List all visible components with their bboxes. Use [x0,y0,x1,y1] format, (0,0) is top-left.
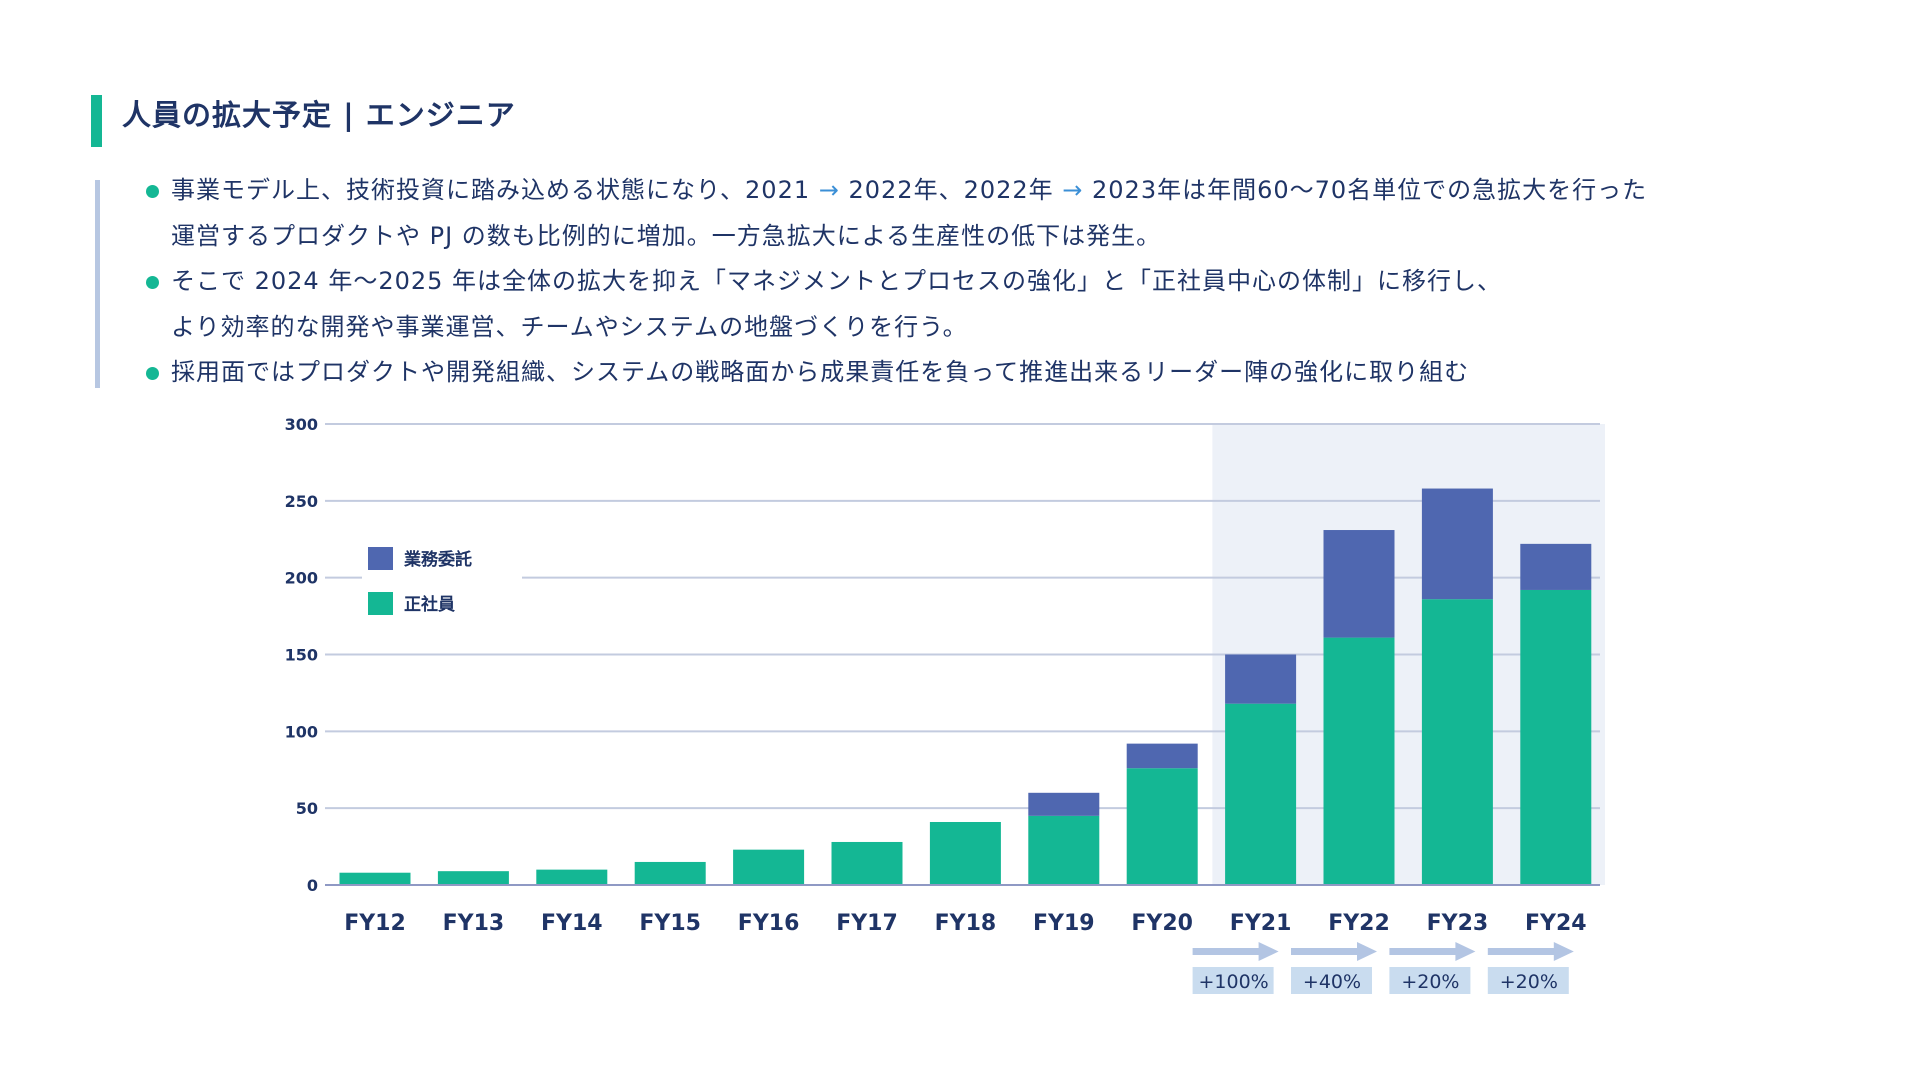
text-segment: 採用面ではプロダクトや開発組織、システムの戦略面から成果責任を負って推進出来るリ… [171,358,1470,386]
bar-seishain [1126,768,1198,885]
x-tick-label: FY20 [1131,911,1193,936]
growth-arrow-icon [1455,942,1476,961]
growth-label: +20% [1401,971,1459,993]
bullet-text: より効率的な開発や事業運営、チームやシステムの地盤づくりを行う。 [171,307,968,347]
x-tick-label: FY22 [1328,911,1390,936]
bullet-text: そこで 2024 年〜2025 年は全体の拡大を抑え「マネジメントとプロセスの強… [171,261,1502,301]
y-tick-label: 150 [285,646,318,665]
text-segment: そこで 2024 年〜2025 年は全体の拡大を抑え「マネジメントとプロセスの強… [171,267,1503,295]
x-tick-label: FY15 [639,911,701,936]
x-tick-label: FY24 [1525,911,1587,936]
page-title: 人員の拡大予定 | エンジニア [122,98,516,132]
legend-seishain-label: 正社員 [404,594,455,615]
growth-label: +20% [1500,971,1558,993]
bar-seishain [339,872,411,885]
growth-badge [1389,967,1471,994]
text-segment: 2023年は年間60〜70名単位での急拡大を行った [1083,176,1648,204]
bar-gyomu-itaku [1520,543,1592,590]
x-tick-label: FY14 [541,911,603,936]
bullet-list: 事業モデル上、技術投資に踏み込める状態になり、2021 → 2022年、2022… [140,170,1900,398]
bar-seishain [437,871,509,885]
bullet-text: 運営するプロダクトや PJ の数も比例的に増加。一方急拡大による生産性の低下は発… [171,216,1161,256]
text-segment: 運営するプロダクトや PJ の数も比例的に増加。一方急拡大による生産性の低下は発… [171,221,1162,250]
bar-seishain [536,869,608,885]
bar-gyomu-itaku [1225,654,1297,704]
bullet-dot-icon [146,185,159,198]
arrow-right-icon: → [1062,176,1084,204]
bar-seishain [831,841,903,885]
bullet-text: 事業モデル上、技術投資に踏み込める状態になり、2021 → 2022年、2022… [171,170,1647,210]
bar-seishain [733,849,805,885]
bar-seishain [1520,589,1592,885]
y-tick-label: 300 [285,415,318,434]
bar-gyomu-itaku [1126,743,1198,769]
growth-label: +40% [1303,971,1361,993]
legend-gyomu-itaku-swatch [368,547,393,570]
x-tick-label: FY12 [344,911,406,936]
bullet-line: そこで 2024 年〜2025 年は全体の拡大を抑え「マネジメントとプロセスの強… [140,261,1900,307]
growth-arrow-shaft [1389,948,1458,955]
title-accent-bar [91,95,102,147]
bullet-text: 採用面ではプロダクトや開発組織、システムの戦略面から成果責任を負って推進出来るリ… [171,352,1469,392]
y-tick-label: 100 [285,722,318,741]
text-segment: 事業モデル上、技術投資に踏み込める状態になり、2021 [171,176,819,204]
growth-arrow-icon [1553,942,1574,961]
bar-seishain [634,861,706,885]
bar-gyomu-itaku [1323,530,1395,638]
growth-badge [1487,967,1569,994]
text-segment: 2022年、2022年 [839,176,1063,204]
x-tick-label: FY21 [1230,911,1292,936]
growth-arrow-icon [1357,942,1377,961]
bar-gyomu-itaku [1421,488,1493,600]
growth-arrow-shaft [1487,948,1556,955]
x-tick-label: FY13 [443,911,505,936]
growth-arrow-shaft [1291,948,1359,955]
text-segment: より効率的な開発や事業運営、チームやシステムの地盤づくりを行う。 [171,312,968,341]
bar-seishain [1421,599,1493,885]
quote-bar [95,180,100,388]
legend-gyomu-itaku-label: 業務委託 [404,549,472,570]
y-tick-label: 50 [296,799,318,818]
bar-seishain [1323,637,1395,885]
y-tick-label: 250 [285,492,318,511]
y-tick-label: 0 [307,876,318,895]
growth-badge [1192,967,1274,994]
x-tick-label: FY23 [1427,911,1489,936]
growth-label: +100% [1198,971,1268,993]
bar-seishain [1225,703,1297,885]
bullet-line: 採用面ではプロダクトや開発組織、システムの戦略面から成果責任を負って推進出来るリ… [140,352,1900,398]
x-tick-label: FY16 [738,911,800,936]
bullet-line: 運営するプロダクトや PJ の数も比例的に増加。一方急拡大による生産性の低下は発… [140,216,1900,262]
arrow-right-icon: → [818,176,840,204]
legend-seishain-swatch [368,592,393,615]
y-tick-label: 200 [285,569,318,588]
bullet-line: より効率的な開発や事業運営、チームやシステムの地盤づくりを行う。 [140,307,1900,353]
x-tick-label: FY17 [836,911,898,936]
bar-gyomu-itaku [1028,792,1100,816]
x-tick-label: FY18 [935,911,997,936]
bullet-dot-icon [146,276,159,289]
bar-seishain [1028,815,1100,885]
growth-arrow-icon [1258,942,1279,961]
bullet-line: 事業モデル上、技術投資に踏み込める状態になり、2021 → 2022年、2022… [140,170,1900,216]
bullet-dot-icon [146,367,159,380]
bar-seishain [929,821,1001,885]
growth-arrow-shaft [1192,948,1261,955]
x-tick-label: FY19 [1033,911,1095,936]
growth-badge [1291,967,1372,994]
